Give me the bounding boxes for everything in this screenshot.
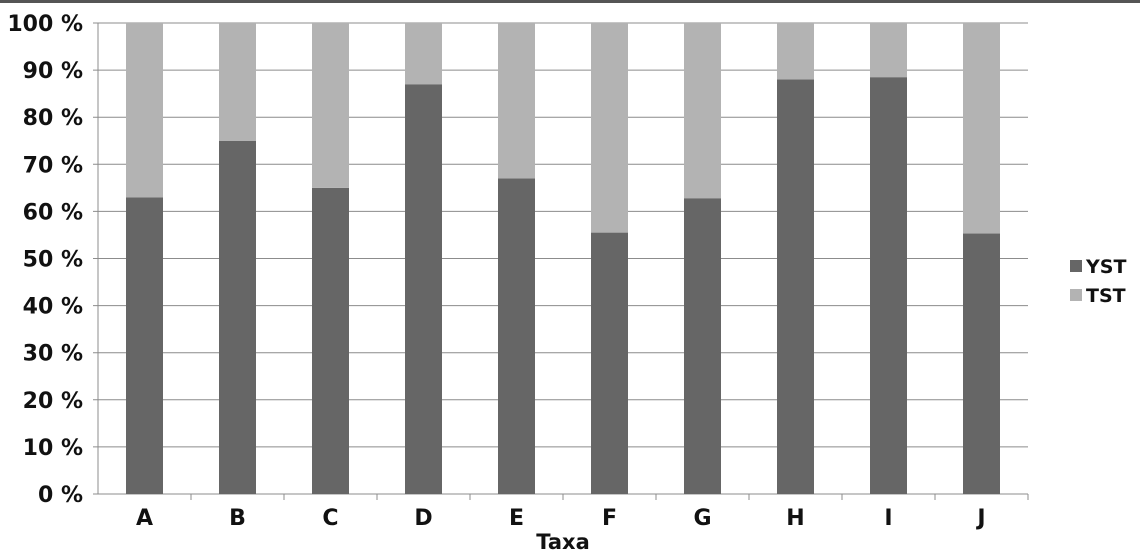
y-axis-ticks: 0 % 10 % 20 % 30 % 40 % 50 % 60 % 70 % 80 % 90 % 1…	[7, 12, 83, 508]
legend-swatch-tst	[1070, 289, 1082, 301]
bar-tst-b	[219, 23, 256, 141]
bar-tst-h	[777, 23, 814, 80]
bar-yst-b	[219, 140, 256, 494]
y-tick-label: 70 %	[23, 153, 83, 178]
bar-yst-d	[405, 84, 442, 494]
x-tick-label: I	[884, 506, 892, 531]
bar-yst-f	[591, 232, 628, 494]
x-tick-label: D	[414, 506, 432, 531]
y-tick-label: 50 %	[23, 248, 83, 273]
y-tick-label: 10 %	[23, 436, 83, 461]
bar-tst-d	[405, 23, 442, 85]
bar-tst-c	[312, 23, 349, 188]
x-axis-ticks: A B C D E F G H I J	[136, 494, 1029, 531]
bar-yst-a	[126, 197, 163, 494]
top-border	[0, 0, 1140, 3]
x-tick-label: B	[229, 506, 246, 531]
bar-tst-g	[684, 23, 721, 199]
bar-yst-i	[870, 77, 907, 494]
y-tick-label: 100 %	[7, 12, 83, 37]
x-axis-title: Taxa	[536, 530, 590, 552]
y-tick-label: 30 %	[23, 342, 83, 367]
legend-swatch-yst	[1070, 260, 1082, 272]
bars	[126, 23, 1000, 495]
legend-label-yst: YST	[1085, 256, 1126, 278]
bar-yst-h	[777, 79, 814, 495]
y-tick-label: 90 %	[23, 59, 83, 84]
bar-tst-e	[498, 23, 535, 179]
legend: YST TST	[1070, 256, 1126, 307]
y-tick-label: 60 %	[23, 200, 83, 225]
legend-label-tst: TST	[1086, 285, 1126, 307]
bar-yst-c	[312, 187, 349, 494]
x-tick-label: E	[509, 506, 524, 531]
y-tick-label: 80 %	[23, 106, 83, 131]
bar-yst-j	[963, 233, 1000, 495]
y-tick-label: 0 %	[38, 483, 83, 508]
bar-yst-e	[498, 178, 535, 494]
bar-tst-j	[963, 23, 1000, 234]
bar-yst-g	[684, 198, 721, 494]
x-tick-label: F	[602, 506, 617, 531]
y-tick-label: 20 %	[23, 389, 83, 414]
x-tick-label: C	[322, 506, 338, 531]
bar-tst-i	[870, 23, 907, 78]
x-tick-label: A	[136, 506, 153, 531]
bar-tst-a	[126, 23, 163, 198]
y-tick-label: 40 %	[23, 295, 83, 320]
bar-tst-f	[591, 23, 628, 233]
x-tick-label: G	[693, 506, 711, 531]
x-tick-label: H	[786, 506, 804, 531]
x-tick-label: J	[975, 506, 985, 531]
